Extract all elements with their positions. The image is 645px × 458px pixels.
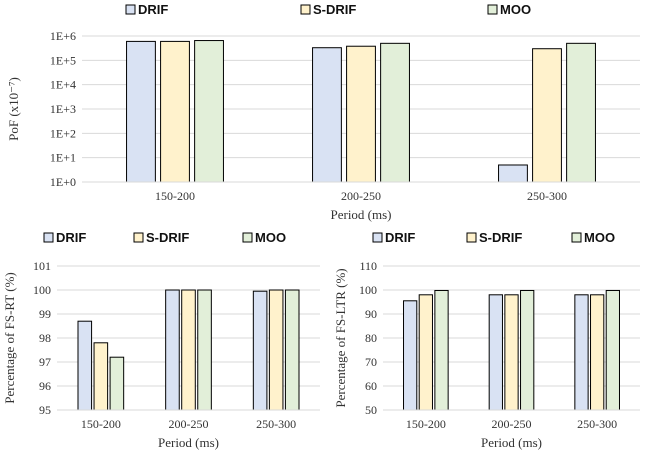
- x-tick-label: 250-300: [527, 189, 567, 203]
- bar-s-drif-250-300: [590, 294, 605, 411]
- bar-moo-250-300: [566, 42, 596, 183]
- x-tick-label: 150-200: [81, 417, 121, 431]
- legend-swatch-moo: [242, 232, 253, 243]
- legend-swatch-drif: [43, 232, 54, 243]
- bar-drif-150-200: [403, 300, 418, 411]
- y-axis-label: PoF (x10⁻⁷): [6, 77, 21, 141]
- y-tick-label: 80: [365, 331, 377, 345]
- y-tick-label: 90: [365, 307, 377, 321]
- legend-label-drif: DRIF: [138, 2, 168, 17]
- bar-drif-250-300: [252, 290, 268, 411]
- y-tick-label: 99: [39, 307, 51, 321]
- x-axis-label: Period (ms): [481, 435, 542, 450]
- bar-s-drif-250-300: [532, 48, 562, 183]
- y-tick-label: 50: [365, 403, 377, 417]
- bar-moo-150-200: [194, 40, 224, 183]
- y-tick-label: 1E+4: [50, 78, 76, 92]
- chart-1: 1E+0 1E+1 1E+2 1E+3 1E+4 1E+5 1E+6 150-200 200-2…: [6, 2, 640, 222]
- bar-moo-150-200: [109, 356, 125, 411]
- y-tick-label: 101: [33, 259, 51, 273]
- y-tick-label: 70: [365, 355, 377, 369]
- legend-swatch-s-drif: [300, 4, 311, 15]
- bar-drif-250-300: [498, 164, 528, 183]
- bar-s-drif-150-200: [160, 40, 190, 183]
- bar-s-drif-150-200: [418, 294, 433, 411]
- bar-s-drif-200-250: [504, 294, 519, 411]
- bar-s-drif-200-250: [346, 45, 376, 183]
- legend-label-drif: DRIF: [56, 230, 86, 245]
- x-tick-label: 150-200: [155, 189, 195, 203]
- bar-moo-200-250: [520, 289, 535, 411]
- y-tick-label: 95: [39, 403, 51, 417]
- x-axis-label: Period (ms): [330, 207, 391, 222]
- y-tick-label: 1E+6: [50, 29, 76, 43]
- legend-label-s-drif: S-DRIF: [146, 230, 189, 245]
- bar-drif-200-250: [165, 289, 180, 411]
- y-tick-label: 1E+3: [50, 102, 76, 116]
- y-tick-label: 97: [39, 355, 51, 369]
- legend-label-s-drif: S-DRIF: [313, 2, 356, 17]
- y-tick-label: 1E+0: [50, 175, 76, 189]
- bar-s-drif-250-300: [268, 289, 284, 411]
- bar-drif-200-250: [312, 47, 342, 183]
- x-tick-label: 200-250: [169, 417, 209, 431]
- y-tick-label: 100: [33, 283, 51, 297]
- chart-2: 95 96 97 98 99 100 101 150-200 200-250 250-300 Per…: [2, 230, 320, 450]
- legend-swatch-drif: [125, 4, 136, 15]
- bar-moo-250-300: [605, 289, 620, 411]
- y-tick-label: 1E+2: [50, 126, 76, 140]
- x-tick-label: 250-300: [256, 417, 296, 431]
- y-tick-label: 98: [39, 331, 51, 345]
- bar-drif-150-200: [126, 40, 156, 183]
- bar-moo-200-250: [197, 289, 212, 411]
- x-axis-label: Period (ms): [158, 435, 219, 450]
- y-tick-label: 1E+1: [50, 151, 76, 165]
- y-tick-label: 1E+5: [50, 53, 76, 67]
- legend-label-s-drif: S-DRIF: [479, 230, 522, 245]
- bar-moo-200-250: [380, 42, 410, 183]
- bar-drif-250-300: [574, 294, 589, 411]
- legend-label-drif: DRIF: [385, 230, 415, 245]
- y-axis-label: Percentage of FS-LTR (%): [333, 268, 348, 407]
- legend-swatch-s-drif: [133, 232, 144, 243]
- y-tick-label: 110: [359, 259, 377, 273]
- x-tick-label: 200-250: [341, 189, 381, 203]
- bar-drif-200-250: [488, 294, 503, 411]
- x-tick-label: 250-300: [577, 417, 617, 431]
- y-tick-label: 60: [365, 379, 377, 393]
- bar-drif-150-200: [77, 320, 93, 411]
- legend-swatch-drif: [372, 232, 383, 243]
- legend-label-moo: MOO: [584, 230, 615, 245]
- legend-label-moo: MOO: [500, 2, 531, 17]
- y-tick-label: 96: [39, 379, 51, 393]
- legend-label-moo: MOO: [255, 230, 286, 245]
- y-axis-label: Percentage of FS-RT (%): [2, 272, 17, 403]
- bar-s-drif-200-250: [181, 289, 196, 411]
- bar-moo-250-300: [284, 289, 300, 411]
- legend-swatch-s-drif: [466, 232, 477, 243]
- bar-s-drif-150-200: [93, 342, 109, 411]
- y-tick-label: 100: [359, 283, 377, 297]
- chart-3: 50 60 70 80 90 100 110 150-200 200-250 250-300 Per…: [333, 230, 640, 450]
- bar-moo-150-200: [434, 289, 449, 411]
- x-tick-label: 200-250: [492, 417, 532, 431]
- legend-swatch-moo: [571, 232, 582, 243]
- x-tick-label: 150-200: [406, 417, 446, 431]
- legend-swatch-moo: [487, 4, 498, 15]
